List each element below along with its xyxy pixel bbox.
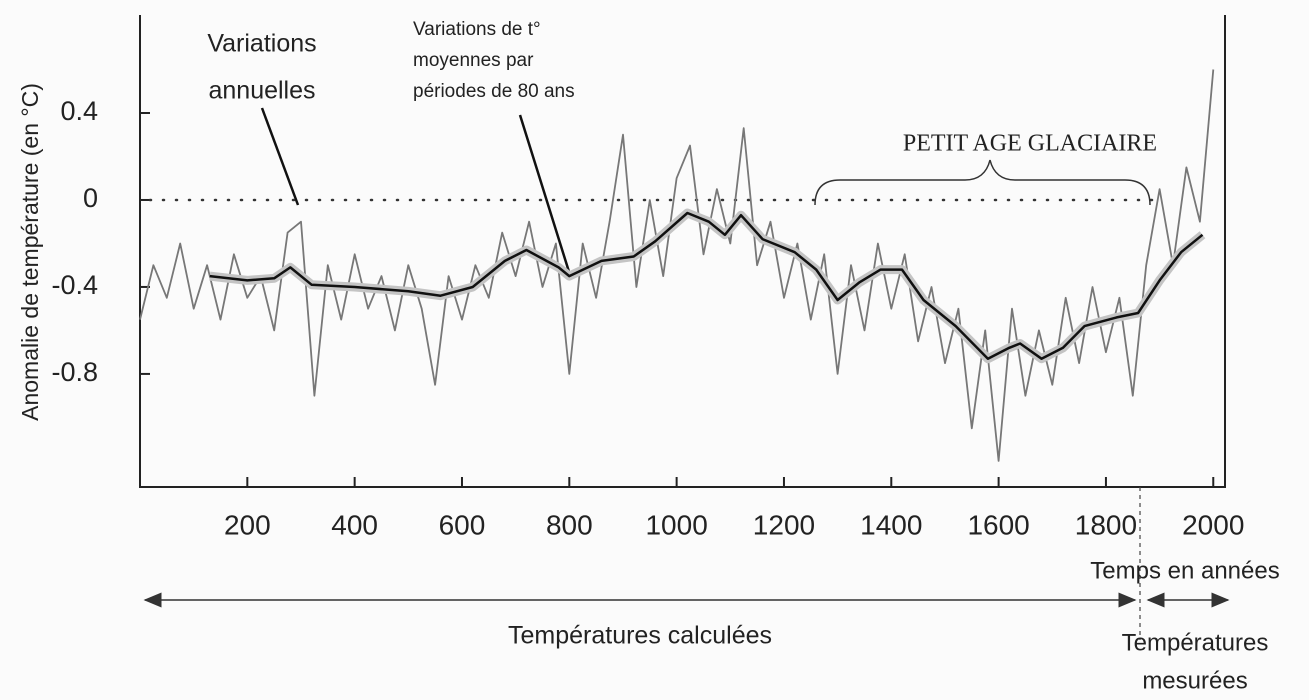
x-tick-label: 800 [546,509,593,540]
x-tick-label: 1200 [753,509,815,540]
y-axis-label: Anomalie de température (en °C) [17,83,43,421]
series-label: périodes de 80 ans [413,81,575,102]
range-label: mesurées [1142,667,1247,694]
series-line [209,211,1204,360]
x-tick-label: 1400 [860,509,922,540]
x-tick-label: 1000 [645,509,707,540]
range-label: Températures [1122,629,1269,656]
series-label: Variations de t° [413,19,541,40]
y-tick-label: -0.4 [51,270,98,300]
pointer-line [260,107,300,206]
series-label: annuelles [208,77,315,105]
x-axis-label: Temps en années [1090,557,1279,584]
period-label: PETIT AGE GLACIAIRE [903,131,1157,157]
x-tick-label: 1600 [967,509,1029,540]
x-tick-label: 400 [331,509,378,540]
y-tick-label: 0.4 [60,96,98,126]
x-tick-label: 1800 [1075,509,1137,540]
x-tick-label: 200 [224,509,271,540]
series-label: moyennes par [413,50,534,71]
x-tick-label: 2000 [1182,509,1244,540]
pointer-line [518,114,572,276]
range-label: Températures calculées [508,622,772,650]
y-tick-label: -0.8 [51,357,98,387]
x-tick-label: 600 [439,509,486,540]
axis-frame [139,15,1226,488]
period-bracket [814,159,1151,206]
y-tick-label: 0 [83,183,98,213]
series-label: Variations [207,30,316,58]
